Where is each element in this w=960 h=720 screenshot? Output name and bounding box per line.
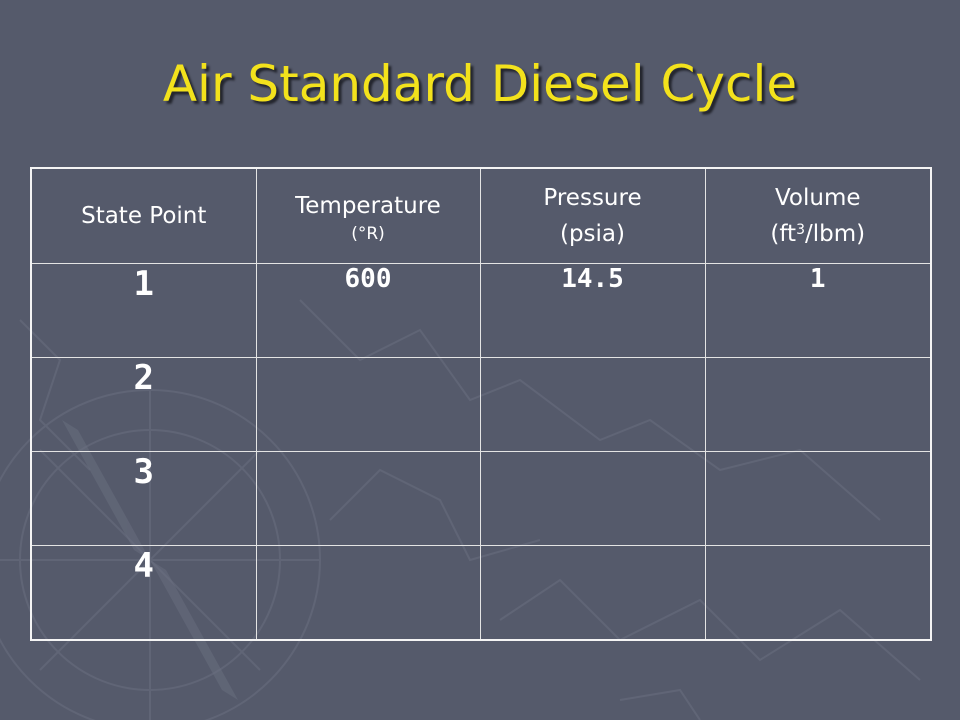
header-temperature: Temperature (°R) [255, 167, 481, 264]
cell-volume [704, 451, 932, 547]
table-row: 4 [30, 545, 932, 641]
cell-pressure: 14.5 [479, 262, 706, 358]
cell-state: 3 [30, 451, 257, 547]
header-volume-unit-post: /lbm) [804, 220, 866, 247]
header-state-point-label: State Point [81, 202, 207, 229]
cell-pressure [479, 451, 706, 547]
cell-temperature: 600 [255, 262, 481, 358]
table-row: 1 600 14.5 1 [30, 262, 932, 358]
header-pressure-unit: (psia) [559, 220, 625, 247]
header-state-point: State Point [30, 167, 257, 264]
header-pressure-label: Pressure [543, 184, 642, 211]
cell-pressure [479, 356, 706, 453]
table-row: 3 [30, 451, 932, 547]
header-temperature-label: Temperature [295, 192, 441, 219]
cell-volume: 1 [704, 262, 932, 358]
cell-volume [704, 545, 932, 641]
cell-state: 2 [30, 356, 257, 453]
cell-volume [704, 356, 932, 453]
header-pressure: Pressure (psia) [479, 167, 706, 264]
cell-state: 1 [30, 262, 257, 358]
cell-temperature [255, 545, 481, 641]
cell-temperature [255, 356, 481, 453]
header-volume: Volume (ft3/lbm) [704, 167, 932, 264]
header-volume-label: Volume [774, 184, 861, 211]
header-temperature-unit: (°R) [351, 223, 385, 244]
table-row: 2 [30, 356, 932, 453]
table-header-row: State Point Temperature (°R) Pressure (p… [30, 167, 932, 264]
cell-temperature [255, 451, 481, 547]
header-volume-unit: (ft3/lbm) [706, 216, 931, 252]
header-volume-unit-pre: (ft [770, 220, 797, 247]
cell-pressure [479, 545, 706, 641]
cell-state: 4 [30, 545, 257, 641]
header-volume-unit-sup: 3 [796, 221, 805, 238]
slide-title: Air Standard Diesel Cycle [162, 55, 798, 113]
state-table: State Point Temperature (°R) Pressure (p… [30, 167, 932, 641]
